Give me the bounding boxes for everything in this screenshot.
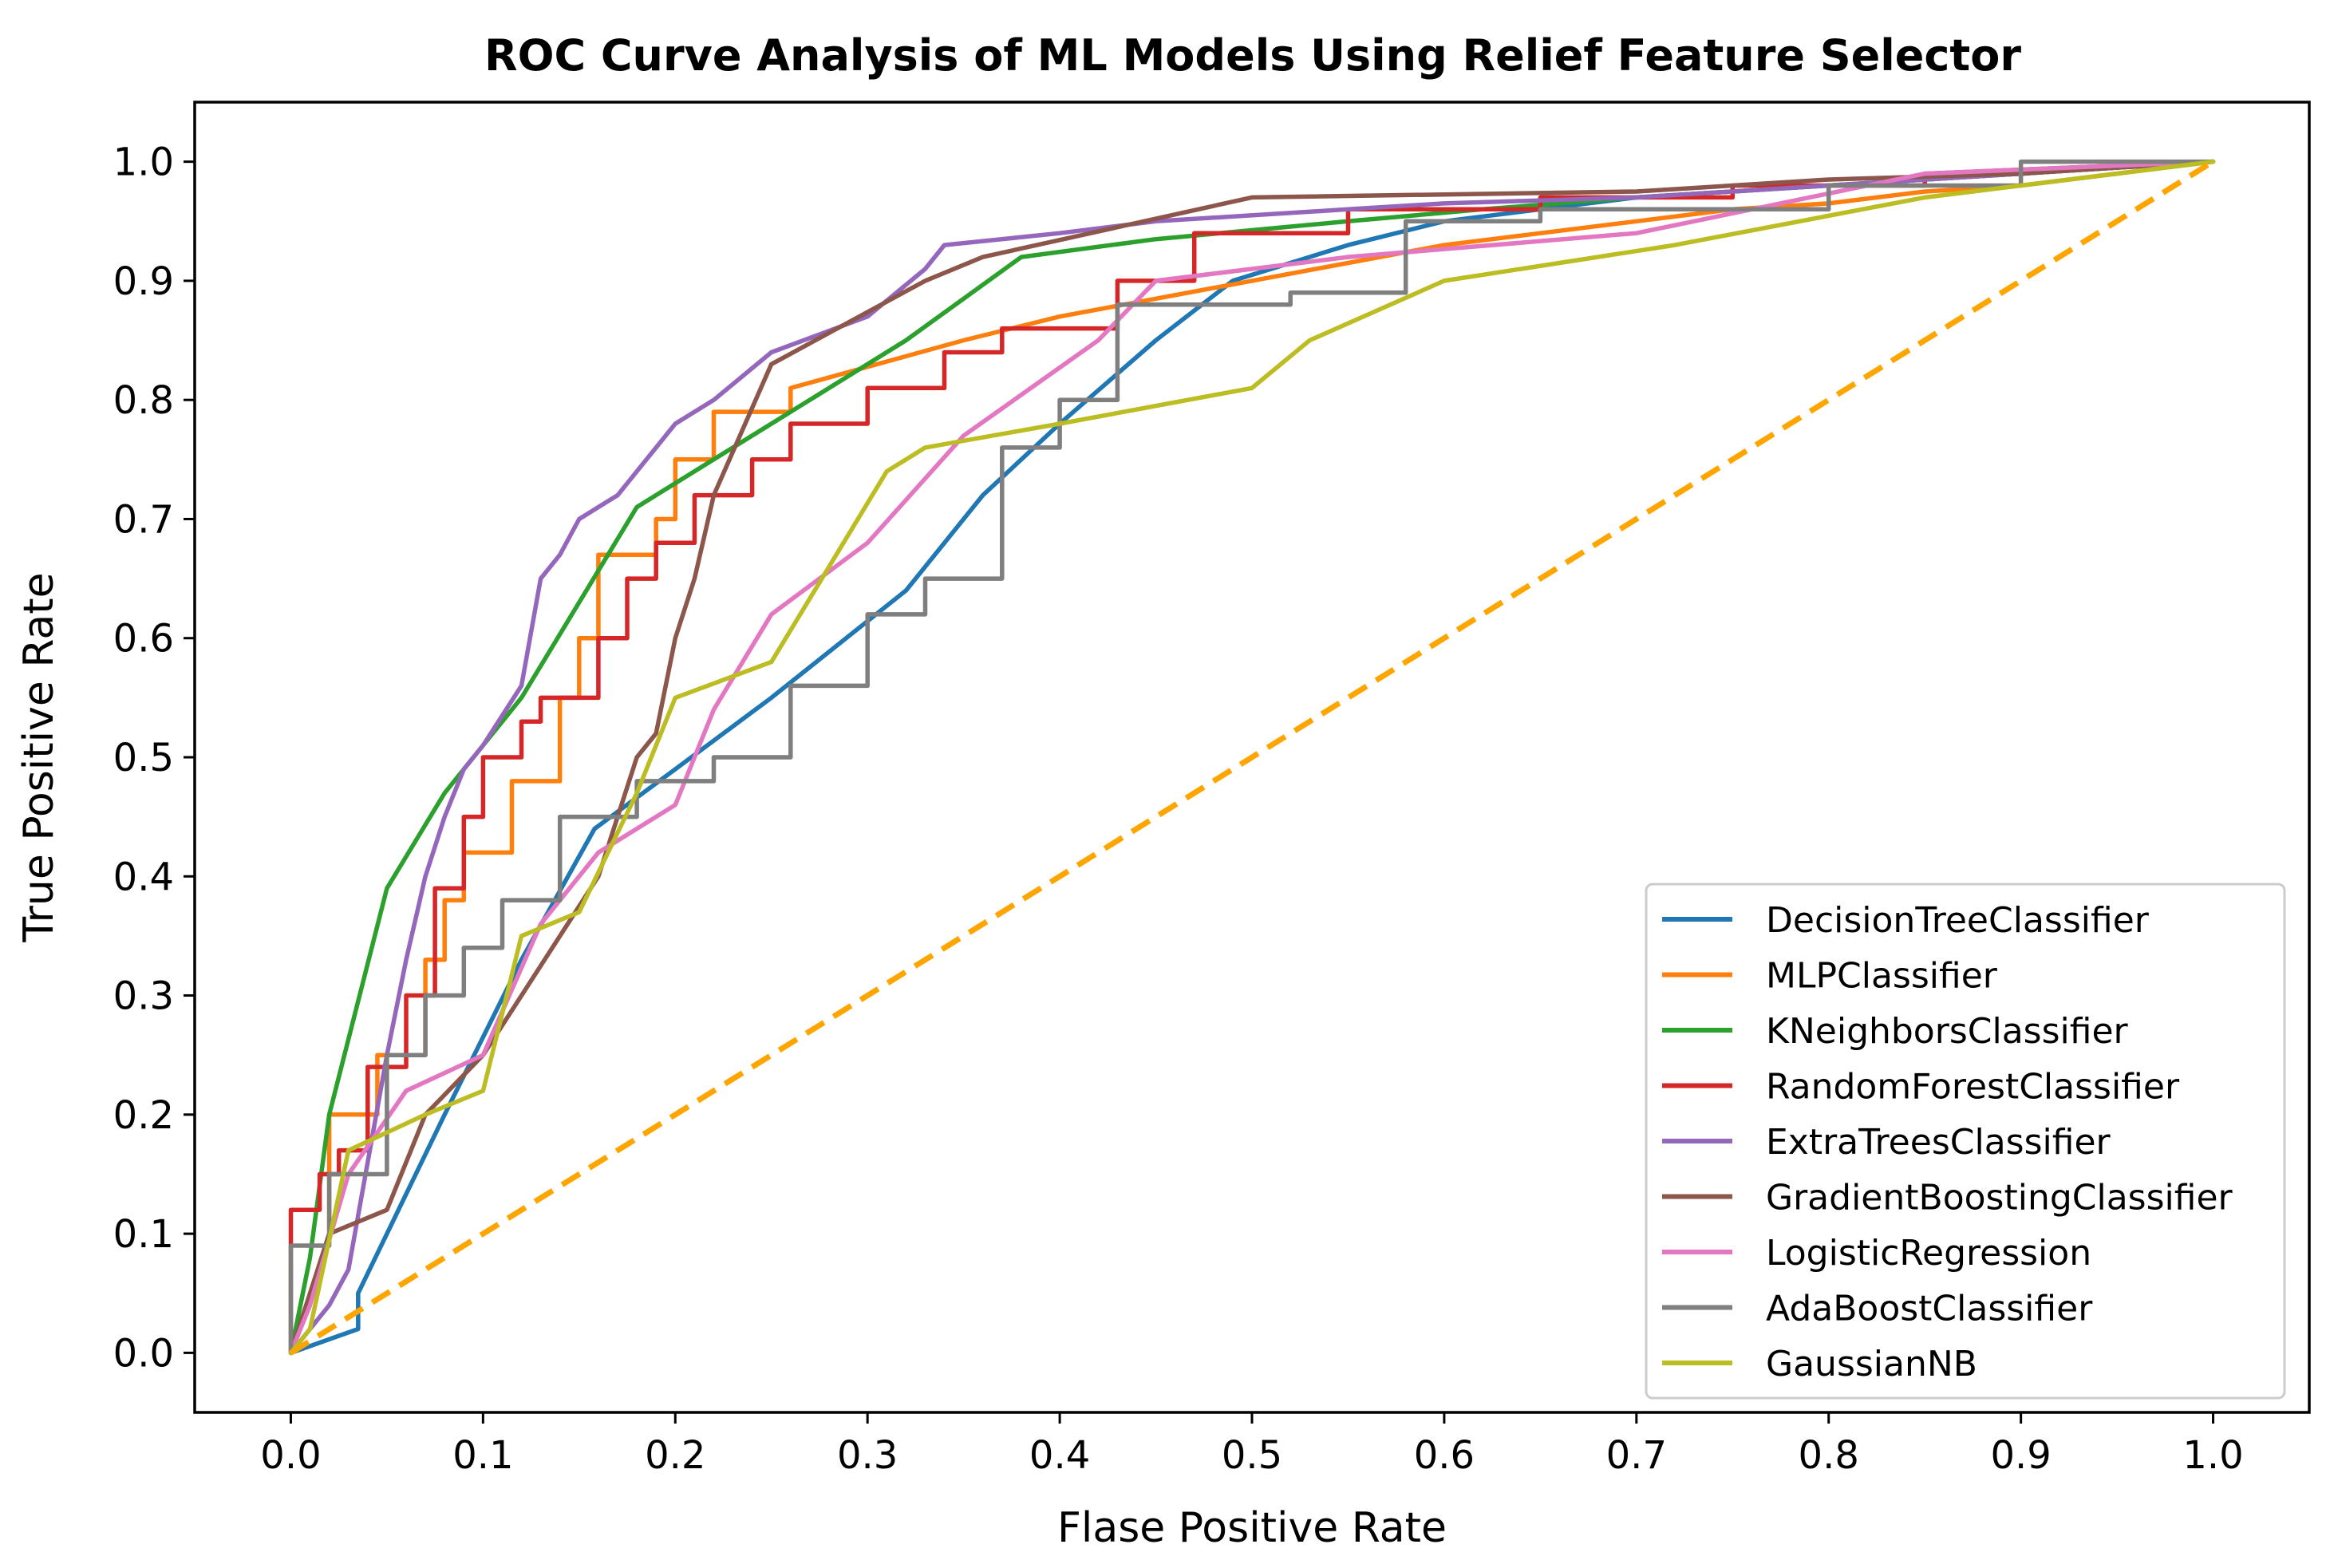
chart-title: ROC Curve Analysis of ML Models Using Re… bbox=[484, 30, 2021, 81]
x-tick-label: 0.4 bbox=[1029, 1433, 1090, 1478]
legend-label: GaussianNB bbox=[1766, 1344, 1977, 1384]
y-tick-label: 0.4 bbox=[113, 855, 174, 899]
y-tick-label: 0.0 bbox=[113, 1331, 174, 1376]
series-line-chance bbox=[289, 159, 2215, 1356]
legend-label: MLPClassifier bbox=[1766, 956, 1998, 997]
series-line-adaboostclassifier bbox=[288, 159, 2216, 1356]
x-tick-label: 0.2 bbox=[645, 1433, 705, 1478]
y-tick-label: 0.8 bbox=[113, 378, 174, 423]
y-axis-ticks: 0.0 0.1 0.2 0.3 0.4 0.5 0.6 0.7 0.8 0.9 1.0 bbox=[113, 140, 195, 1376]
legend-label: GradientBoostingClassifier bbox=[1766, 1178, 2233, 1218]
series-line-extratreesclassifier bbox=[288, 159, 2216, 1356]
series-line-mlpclassifier bbox=[288, 159, 2216, 1356]
y-tick-label: 0.6 bbox=[113, 617, 174, 662]
series-line-randomforestclassifier bbox=[288, 159, 2216, 1356]
y-tick-label: 0.2 bbox=[113, 1093, 174, 1138]
legend-label: KNeighborsClassifier bbox=[1766, 1011, 2129, 1052]
legend-label: RandomForestClassifier bbox=[1766, 1067, 2180, 1108]
x-tick-label: 0.8 bbox=[1799, 1433, 1859, 1478]
x-axis-label: Flase Positive Rate bbox=[1057, 1504, 1447, 1552]
x-tick-label: 0.6 bbox=[1414, 1433, 1475, 1478]
legend-box bbox=[1645, 883, 2286, 1400]
legend-label: LogisticRegression bbox=[1766, 1233, 2091, 1274]
x-tick-label: 0.5 bbox=[1222, 1433, 1282, 1478]
x-tick-label: 0.0 bbox=[260, 1433, 321, 1478]
y-tick-label: 0.3 bbox=[113, 974, 174, 1019]
legend-label: DecisionTreeClassifier bbox=[1766, 900, 2150, 941]
x-tick-label: 0.3 bbox=[837, 1433, 898, 1478]
y-tick-label: 0.1 bbox=[113, 1212, 174, 1257]
x-tick-label: 0.9 bbox=[1990, 1433, 2051, 1478]
y-axis-label: True Positive Rate bbox=[15, 572, 63, 942]
plot-area bbox=[288, 159, 2216, 1356]
y-tick-label: 1.0 bbox=[113, 140, 174, 185]
legend-label: AdaBoostClassifier bbox=[1766, 1289, 2093, 1329]
x-axis-ticks: 0.0 0.1 0.2 0.3 0.4 0.5 0.6 0.7 0.8 0.9 1.0 bbox=[260, 1412, 2244, 1478]
y-tick-label: 0.5 bbox=[113, 736, 174, 780]
y-tick-label: 0.9 bbox=[113, 259, 174, 304]
series-line-gaussiannb bbox=[288, 159, 2216, 1356]
series-line-logisticregression bbox=[288, 159, 2216, 1356]
legend-label: ExtraTreesClassifier bbox=[1766, 1122, 2111, 1163]
x-tick-label: 0.1 bbox=[452, 1433, 513, 1478]
x-tick-label: 1.0 bbox=[2182, 1433, 2243, 1478]
y-tick-label: 0.7 bbox=[113, 497, 174, 542]
x-tick-label: 0.7 bbox=[1606, 1433, 1667, 1478]
legend: DecisionTreeClassifier MLPClassifier KNeig… bbox=[1645, 883, 2286, 1400]
